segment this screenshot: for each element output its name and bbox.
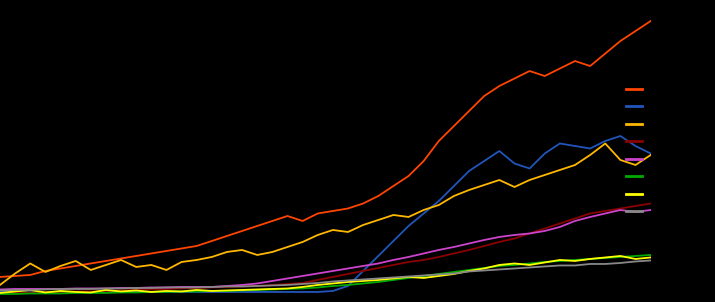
Legend: , , , , , , , : , , , , , , ,: [626, 83, 644, 219]
